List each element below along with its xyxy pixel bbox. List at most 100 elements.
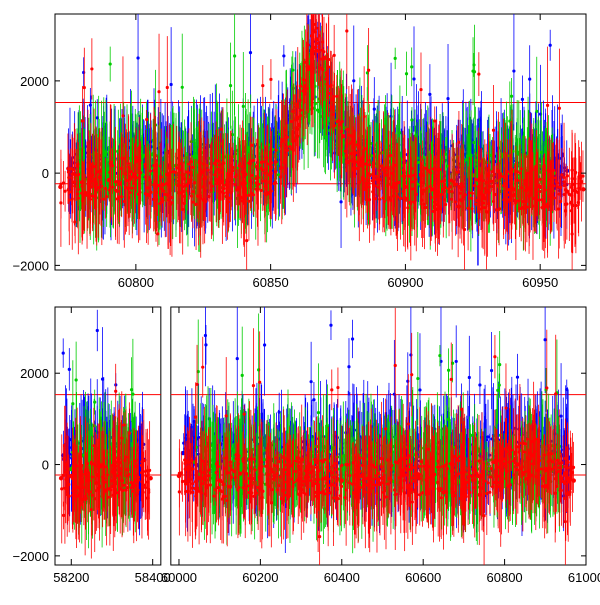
data-point xyxy=(105,195,108,198)
data-point xyxy=(477,177,480,180)
data-point xyxy=(426,187,429,190)
data-point xyxy=(109,62,112,65)
data-point xyxy=(389,154,392,157)
data-point xyxy=(114,180,117,183)
data-point xyxy=(443,198,446,201)
data-point xyxy=(394,57,397,60)
data-point xyxy=(413,200,416,203)
data-point xyxy=(440,155,443,158)
data-point xyxy=(560,173,563,176)
data-point xyxy=(506,193,509,196)
data-point xyxy=(570,194,573,197)
data-point xyxy=(211,185,214,188)
data-point xyxy=(203,189,206,192)
data-point xyxy=(333,54,336,57)
data-point xyxy=(63,190,66,193)
data-point xyxy=(339,200,342,203)
data-point xyxy=(77,188,80,191)
data-point xyxy=(246,146,249,149)
data-point xyxy=(261,168,264,171)
data-point xyxy=(263,171,266,174)
data-point xyxy=(129,177,132,180)
data-point xyxy=(375,175,378,178)
data-point xyxy=(318,100,321,103)
data-point xyxy=(242,105,245,108)
data-point xyxy=(166,86,169,89)
data-point xyxy=(270,161,273,164)
data-point xyxy=(492,200,495,203)
data-point xyxy=(174,171,177,174)
data-point xyxy=(302,78,305,81)
data-point xyxy=(157,90,160,93)
data-point xyxy=(419,173,422,176)
data-point xyxy=(261,84,264,87)
data-point xyxy=(340,130,343,133)
data-point xyxy=(566,174,569,177)
data-point xyxy=(454,200,457,203)
data-point xyxy=(90,67,93,70)
data-point xyxy=(433,119,436,122)
data-point xyxy=(280,166,283,169)
data-point xyxy=(120,167,123,170)
data-point xyxy=(205,164,208,167)
data-point xyxy=(546,104,549,107)
data-point xyxy=(89,103,92,106)
data-point xyxy=(572,189,575,192)
data-point xyxy=(117,195,120,198)
data-point xyxy=(100,185,103,188)
data-point xyxy=(466,154,469,157)
data-point xyxy=(282,54,285,57)
data-point xyxy=(127,186,130,189)
data-point xyxy=(122,157,125,160)
data-point xyxy=(229,84,232,87)
data-point xyxy=(249,51,252,54)
data-point xyxy=(485,181,488,184)
data-point xyxy=(328,129,331,132)
data-point xyxy=(83,86,86,89)
data-point xyxy=(410,65,413,68)
data-point xyxy=(394,183,397,186)
data-point xyxy=(314,102,317,105)
data-point xyxy=(213,173,216,176)
data-point xyxy=(471,192,474,195)
data-point xyxy=(538,190,541,193)
data-point xyxy=(472,141,475,144)
data-point xyxy=(197,195,200,198)
data-point xyxy=(410,118,413,121)
data-point xyxy=(71,197,74,200)
data-point xyxy=(487,172,490,175)
data-point xyxy=(181,86,184,89)
data-point xyxy=(144,163,147,166)
data-point xyxy=(76,165,79,168)
data-point xyxy=(202,162,205,165)
data-point xyxy=(557,207,560,210)
data-point xyxy=(471,70,474,73)
data-point xyxy=(497,170,500,173)
data-point xyxy=(185,170,188,173)
data-point xyxy=(270,189,273,192)
data-point xyxy=(368,198,371,201)
data-point xyxy=(346,128,349,131)
data-point xyxy=(450,179,453,182)
data-point xyxy=(66,167,69,170)
data-point xyxy=(82,71,85,74)
data-point xyxy=(83,194,86,197)
data-point xyxy=(329,92,332,95)
data-point xyxy=(81,199,84,202)
data-point xyxy=(456,171,459,174)
data-point xyxy=(477,73,480,76)
data-point xyxy=(201,198,204,201)
data-point xyxy=(80,185,83,188)
data-point xyxy=(191,166,194,169)
data-point xyxy=(179,191,182,194)
data-point xyxy=(578,175,581,178)
data-point xyxy=(544,188,547,191)
data-point xyxy=(222,161,225,164)
data-point xyxy=(473,184,476,187)
data-point xyxy=(155,191,158,194)
data-point xyxy=(555,182,558,185)
data-point xyxy=(574,204,577,207)
data-point xyxy=(323,114,326,117)
data-point xyxy=(135,160,138,163)
